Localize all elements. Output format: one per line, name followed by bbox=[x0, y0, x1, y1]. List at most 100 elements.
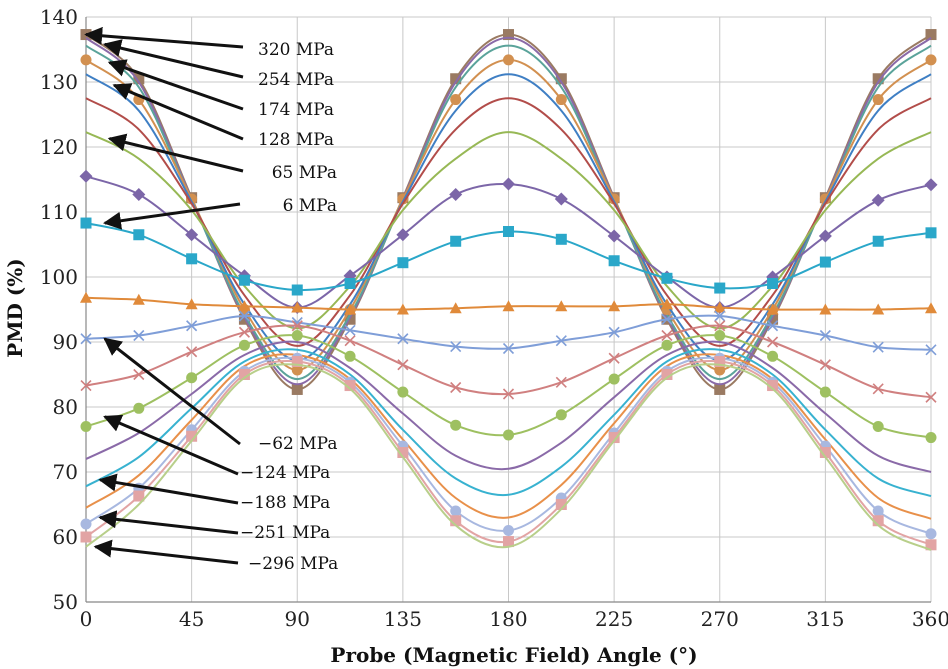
y-tick-label: 130 bbox=[40, 70, 78, 94]
data-point bbox=[555, 335, 567, 347]
annotation-label: 6 MPa bbox=[283, 196, 337, 216]
y-axis-title: PMD (%) bbox=[3, 258, 27, 357]
y-tick-label: 60 bbox=[53, 525, 78, 549]
data-point bbox=[79, 169, 93, 183]
data-point bbox=[291, 383, 303, 395]
annotation-arrow bbox=[102, 202, 241, 230]
data-point bbox=[450, 94, 462, 106]
data-point bbox=[450, 381, 462, 394]
data-point bbox=[555, 499, 567, 510]
data-point bbox=[133, 73, 145, 85]
annotation-6: −62 MPa bbox=[103, 337, 338, 454]
x-tick-label: 0 bbox=[80, 607, 93, 631]
data-point bbox=[818, 229, 832, 243]
x-tick-label: 135 bbox=[384, 607, 422, 631]
data-point bbox=[80, 518, 92, 530]
data-point bbox=[80, 217, 92, 229]
data-point bbox=[397, 257, 409, 269]
annotation-arrow bbox=[98, 473, 239, 505]
series-line bbox=[85, 348, 932, 498]
series-line bbox=[85, 353, 932, 520]
data-point bbox=[238, 274, 250, 286]
data-point bbox=[819, 329, 831, 342]
data-point bbox=[872, 383, 884, 395]
y-tick-label: 140 bbox=[40, 5, 78, 29]
data-point bbox=[608, 326, 620, 338]
data-point bbox=[133, 329, 145, 342]
data-point bbox=[661, 272, 673, 284]
annotation-4: 65 MPa bbox=[107, 133, 337, 183]
series-4 bbox=[85, 73, 932, 362]
data-point bbox=[819, 447, 831, 458]
data-point bbox=[661, 369, 673, 380]
data-point bbox=[713, 301, 726, 313]
data-point bbox=[766, 336, 779, 348]
y-tick-label: 70 bbox=[53, 460, 78, 484]
data-point bbox=[872, 505, 884, 517]
data-point bbox=[660, 298, 673, 310]
data-point bbox=[291, 364, 303, 376]
data-point bbox=[238, 326, 251, 338]
data-point bbox=[238, 339, 250, 351]
data-point bbox=[555, 73, 567, 85]
data-point bbox=[80, 54, 92, 66]
x-tick-label: 315 bbox=[806, 607, 844, 631]
annotation-label: −124 MPa bbox=[240, 463, 330, 483]
annotation-label: 128 MPa bbox=[258, 130, 334, 150]
data-point bbox=[186, 372, 198, 384]
annotation-10: −296 MPa bbox=[93, 539, 338, 574]
data-point bbox=[925, 29, 937, 41]
annotation-arrow bbox=[103, 337, 241, 446]
series-line bbox=[85, 340, 932, 473]
data-point bbox=[555, 409, 567, 421]
data-point bbox=[872, 515, 884, 527]
data-point bbox=[925, 432, 937, 444]
data-point bbox=[291, 320, 303, 332]
series-line bbox=[85, 44, 932, 381]
data-point bbox=[819, 256, 831, 268]
series-15 bbox=[85, 353, 932, 520]
data-point bbox=[291, 301, 304, 313]
data-point bbox=[291, 356, 303, 367]
annotation-label: 174 MPa bbox=[258, 100, 334, 120]
series-13 bbox=[85, 340, 932, 473]
data-point bbox=[186, 253, 198, 265]
data-point bbox=[924, 178, 938, 192]
data-point bbox=[766, 320, 779, 332]
x-tick-label: 270 bbox=[701, 607, 739, 631]
annotation-arrow bbox=[84, 26, 244, 49]
series-8 bbox=[80, 217, 937, 296]
x-axis-title: Probe (Magnetic Field) Angle (°) bbox=[330, 643, 697, 667]
data-point bbox=[767, 380, 779, 392]
data-point bbox=[819, 303, 832, 315]
data-point bbox=[714, 330, 726, 341]
annotation-arrow bbox=[103, 414, 239, 476]
annotation-arrow bbox=[107, 59, 244, 111]
series-line bbox=[85, 73, 932, 362]
data-point bbox=[80, 333, 92, 345]
data-point bbox=[819, 386, 831, 398]
annotation-label: −251 MPa bbox=[240, 523, 330, 543]
data-point bbox=[396, 228, 410, 242]
data-point bbox=[450, 235, 462, 247]
data-point bbox=[238, 300, 251, 312]
data-point bbox=[925, 302, 937, 314]
annotation-arrow bbox=[112, 83, 244, 141]
data-point bbox=[396, 303, 409, 315]
data-point bbox=[503, 226, 514, 237]
annotation-label: 320 MPa bbox=[258, 40, 334, 60]
y-tick-label: 90 bbox=[53, 330, 78, 354]
data-point bbox=[714, 320, 726, 332]
annotation-label: −188 MPa bbox=[240, 493, 330, 513]
series-11 bbox=[80, 320, 937, 403]
y-tick-label: 50 bbox=[53, 590, 78, 614]
y-tick-label: 80 bbox=[53, 395, 78, 419]
data-point bbox=[450, 419, 462, 431]
data-point bbox=[450, 340, 462, 353]
data-point bbox=[133, 490, 145, 502]
data-point bbox=[450, 73, 462, 85]
data-point bbox=[925, 528, 937, 540]
data-point bbox=[133, 402, 145, 414]
annotation-2: 174 MPa bbox=[107, 59, 334, 120]
